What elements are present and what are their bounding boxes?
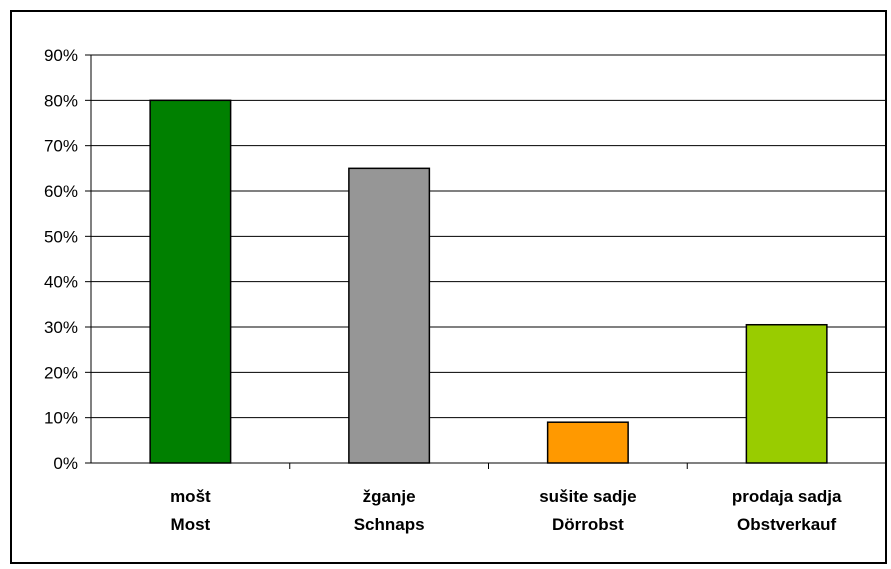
y-tick-label: 20%	[44, 363, 78, 382]
x-category-label: prodaja sadja	[732, 487, 842, 506]
y-tick-label: 30%	[44, 318, 78, 337]
y-tick-labels: 0% 10% 20% 30% 40% 50% 60% 70% 80% 90%	[44, 46, 78, 473]
x-category-label: Dörrobst	[552, 515, 624, 534]
axes	[85, 54, 887, 469]
y-tick-label: 40%	[44, 273, 78, 292]
bars	[149, 99, 828, 464]
y-tick-label: 10%	[44, 409, 78, 428]
x-category-labels: mošt Most žganje Schnaps sušite sadje Dörrobs…	[170, 487, 842, 534]
y-tick-label: 60%	[44, 182, 78, 201]
x-category-label: mošt	[170, 487, 211, 506]
x-category-label: Most	[171, 515, 211, 534]
bar	[149, 99, 232, 464]
y-tick-label: 70%	[44, 137, 78, 156]
y-tick-label: 0%	[53, 454, 78, 473]
x-category-label: žganje	[363, 487, 416, 506]
y-tick-label: 90%	[44, 46, 78, 65]
y-tick-label: 80%	[44, 91, 78, 110]
bar	[745, 323, 828, 464]
x-category-label: Obstverkauf	[737, 515, 837, 534]
x-category-label: Schnaps	[354, 515, 425, 534]
x-category-label: sušite sadje	[539, 487, 636, 506]
bar	[546, 421, 629, 464]
bar	[348, 167, 431, 464]
y-tick-label: 50%	[44, 227, 78, 246]
